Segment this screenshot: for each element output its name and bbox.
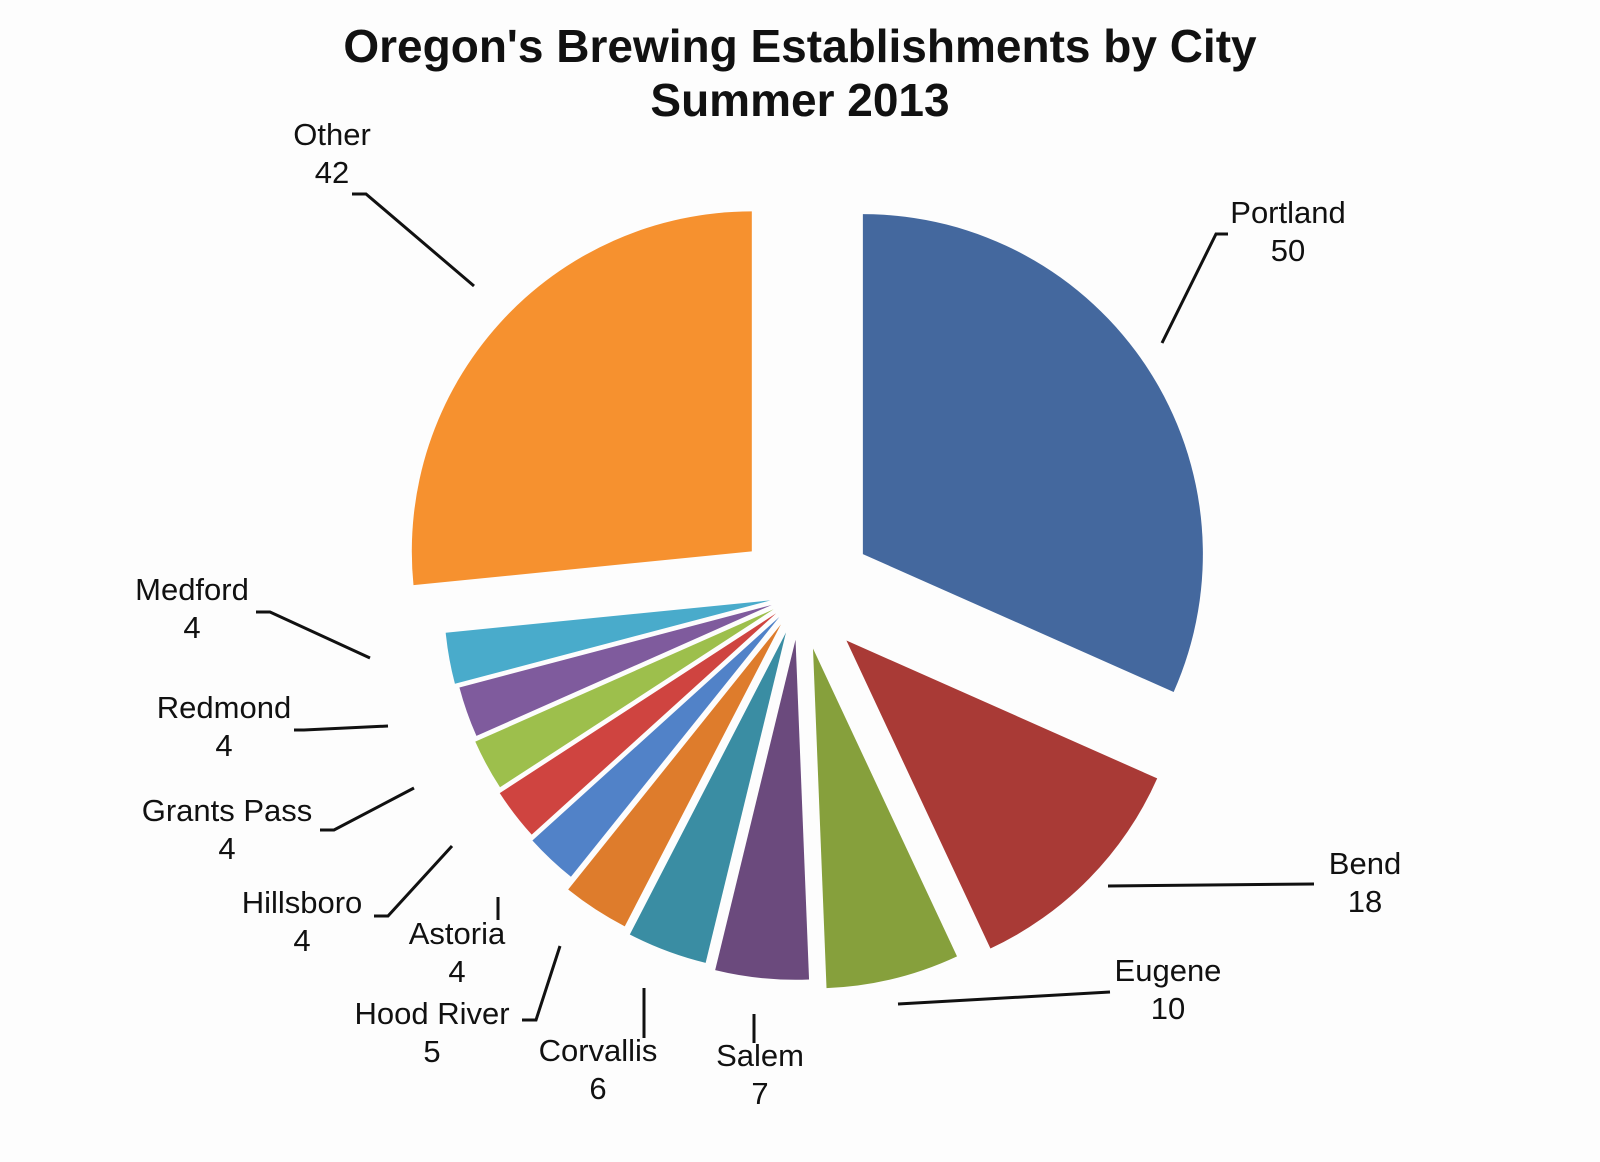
leader-lines [256, 192, 1315, 1043]
pie-slice-other [411, 211, 752, 586]
slice-value-grants-pass: 4 [218, 831, 235, 866]
slice-label-astoria: Astoria [409, 916, 506, 951]
slice-value-hillsboro: 4 [293, 923, 310, 958]
pie-slice-corvallis [629, 632, 786, 963]
pie-slices [411, 211, 1203, 989]
leader-line-eugene [897, 990, 1111, 1006]
chart-subtitle: Summer 2013 [650, 74, 949, 126]
pie-slice-grants-pass [475, 609, 774, 788]
slice-value-hood-river: 5 [423, 1034, 440, 1069]
slice-value-medford: 4 [183, 610, 200, 645]
slice-value-corvallis: 6 [589, 1071, 606, 1106]
slice-value-salem: 7 [751, 1076, 768, 1111]
pie-slice-bend [846, 640, 1158, 949]
slice-label-bend: Bend [1329, 846, 1401, 881]
slice-value-portland: 50 [1271, 233, 1305, 268]
slice-label-hood-river: Hood River [354, 996, 509, 1031]
leader-line-hood-river [522, 945, 562, 1022]
slice-value-other: 42 [315, 155, 349, 190]
leader-line-portland [1160, 232, 1228, 344]
slice-label-hillsboro: Hillsboro [242, 885, 363, 920]
slice-label-grants-pass: Grants Pass [142, 793, 313, 828]
slice-value-eugene: 10 [1151, 991, 1185, 1026]
slice-label-portland: Portland [1230, 195, 1345, 230]
slice-label-salem: Salem [716, 1038, 804, 1073]
leader-line-redmond [294, 724, 389, 732]
slice-label-corvallis: Corvallis [539, 1033, 658, 1068]
pie-slice-medford [445, 600, 771, 684]
slice-label-medford: Medford [135, 572, 249, 607]
leader-line-grants-pass [320, 786, 415, 832]
chart-title: Oregon's Brewing Establishments by City [343, 20, 1257, 72]
pie-slice-hood-river [568, 624, 781, 927]
pie-slice-hillsboro [499, 613, 777, 835]
slice-value-astoria: 4 [448, 954, 465, 989]
slice-label-redmond: Redmond [157, 690, 291, 725]
pie-slice-salem [715, 639, 810, 980]
slice-value-redmond: 4 [215, 728, 232, 763]
leader-line-hillsboro [374, 844, 454, 918]
pie-slice-astoria [532, 616, 780, 877]
leader-line-other [352, 192, 475, 288]
slice-label-eugene: Eugene [1115, 953, 1222, 988]
slice-label-other: Other [293, 117, 371, 152]
pie-slice-portland [862, 214, 1203, 692]
slice-value-bend: 18 [1348, 884, 1382, 919]
leader-line-medford [256, 610, 371, 660]
pie-slice-redmond [459, 604, 772, 736]
leader-line-bend [1107, 882, 1315, 888]
pie-slice-eugene [812, 648, 958, 989]
